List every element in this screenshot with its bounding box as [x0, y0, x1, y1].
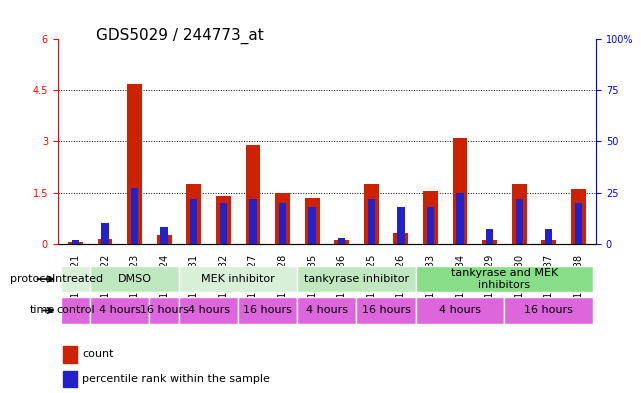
Bar: [216, 196, 231, 244]
Bar: [512, 184, 527, 244]
Text: DMSO: DMSO: [117, 274, 152, 284]
Text: 16 hours: 16 hours: [244, 305, 292, 316]
Bar: [456, 193, 463, 244]
FancyBboxPatch shape: [179, 266, 297, 292]
Bar: [220, 203, 227, 244]
FancyBboxPatch shape: [238, 297, 297, 324]
Bar: [545, 230, 553, 244]
Bar: [335, 240, 349, 244]
Text: 4 hours: 4 hours: [99, 305, 141, 316]
Text: time: time: [29, 305, 54, 316]
Bar: [127, 84, 142, 244]
Bar: [486, 230, 494, 244]
Bar: [249, 199, 256, 244]
Bar: [367, 199, 375, 244]
Bar: [427, 207, 434, 244]
Bar: [275, 193, 290, 244]
Bar: [304, 198, 319, 244]
Bar: [187, 184, 201, 244]
FancyBboxPatch shape: [415, 297, 504, 324]
Text: 4 hours: 4 hours: [439, 305, 481, 316]
FancyBboxPatch shape: [179, 297, 238, 324]
Text: tankyrase and MEK
inhibitors: tankyrase and MEK inhibitors: [451, 268, 558, 290]
Bar: [131, 189, 138, 244]
FancyBboxPatch shape: [415, 266, 593, 292]
Bar: [308, 207, 316, 244]
Bar: [515, 199, 523, 244]
Bar: [338, 237, 345, 244]
Bar: [542, 240, 556, 244]
Bar: [397, 207, 404, 244]
FancyBboxPatch shape: [149, 297, 179, 324]
FancyBboxPatch shape: [90, 266, 179, 292]
Text: count: count: [82, 349, 113, 360]
Bar: [453, 138, 467, 244]
Bar: [63, 346, 76, 363]
Bar: [97, 239, 112, 244]
Text: 16 hours: 16 hours: [362, 305, 410, 316]
Bar: [571, 189, 586, 244]
Bar: [190, 199, 197, 244]
FancyBboxPatch shape: [297, 297, 356, 324]
Bar: [364, 184, 379, 244]
Text: control: control: [56, 305, 95, 316]
Text: 16 hours: 16 hours: [140, 305, 188, 316]
Bar: [160, 227, 168, 244]
Text: protocol: protocol: [10, 274, 54, 284]
Bar: [246, 145, 260, 244]
Bar: [394, 233, 408, 244]
FancyBboxPatch shape: [61, 297, 90, 324]
Bar: [482, 240, 497, 244]
FancyBboxPatch shape: [90, 297, 149, 324]
Bar: [575, 203, 582, 244]
FancyBboxPatch shape: [356, 297, 415, 324]
FancyBboxPatch shape: [504, 297, 593, 324]
Bar: [279, 203, 287, 244]
Text: 4 hours: 4 hours: [306, 305, 348, 316]
Text: MEK inhibitor: MEK inhibitor: [201, 274, 275, 284]
Bar: [63, 371, 76, 387]
FancyBboxPatch shape: [61, 266, 90, 292]
Text: tankyrase inhibitor: tankyrase inhibitor: [304, 274, 409, 284]
FancyBboxPatch shape: [297, 266, 415, 292]
Bar: [68, 242, 83, 244]
Text: untreated: untreated: [48, 274, 103, 284]
Text: 16 hours: 16 hours: [524, 305, 573, 316]
Bar: [72, 240, 79, 244]
Text: percentile rank within the sample: percentile rank within the sample: [82, 374, 270, 384]
Bar: [157, 235, 172, 244]
Text: 4 hours: 4 hours: [188, 305, 229, 316]
Bar: [101, 223, 109, 244]
Text: GDS5029 / 244773_at: GDS5029 / 244773_at: [96, 28, 264, 44]
Bar: [423, 191, 438, 244]
